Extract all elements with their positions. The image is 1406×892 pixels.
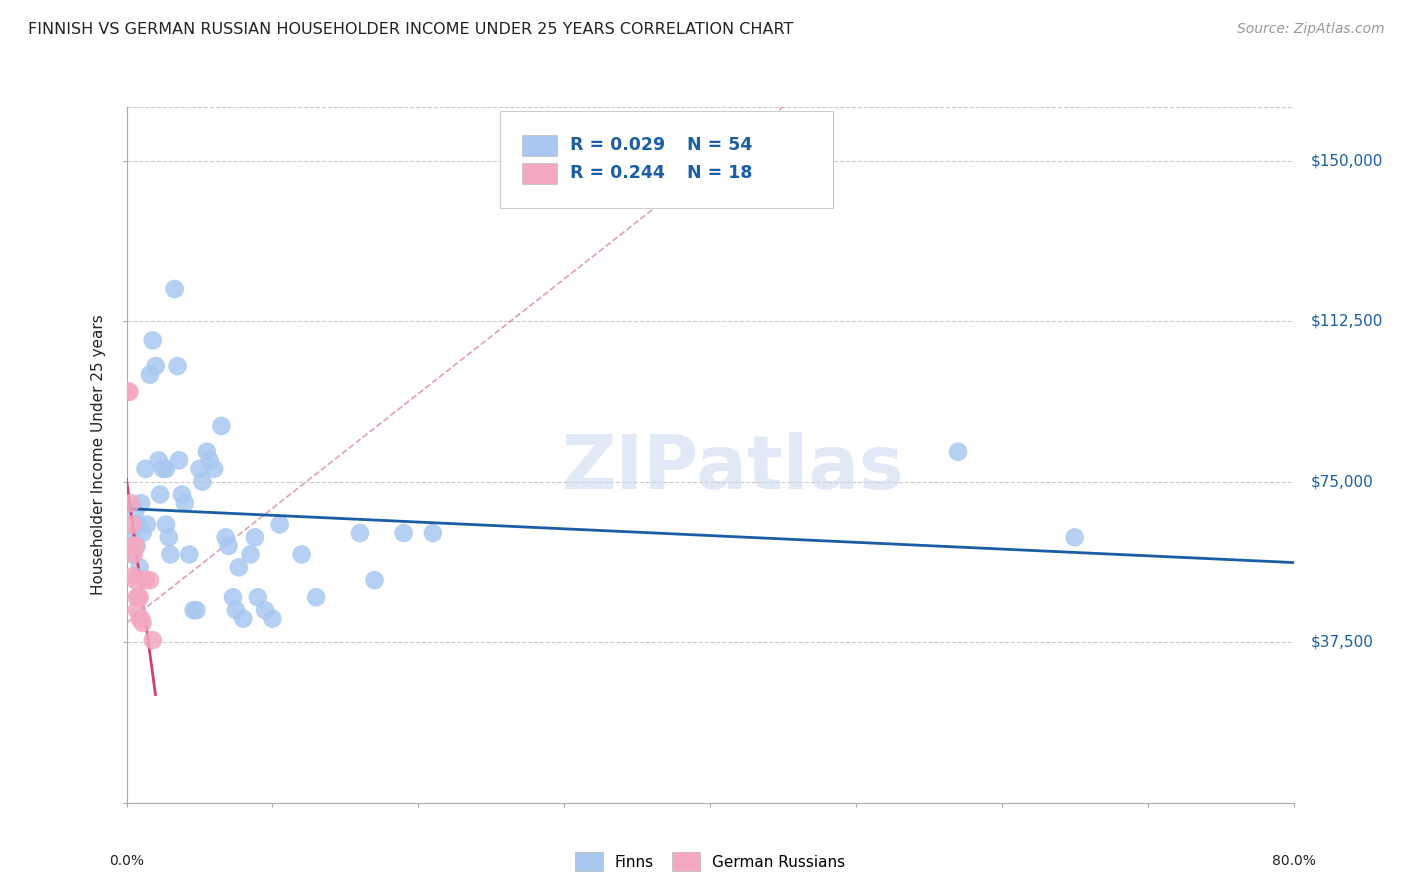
Point (131, 526, 153, 541)
Point (136, 517, 159, 532)
Point (142, 633, 165, 648)
Point (170, 487, 193, 501)
Point (228, 560, 250, 574)
Point (149, 487, 172, 501)
FancyBboxPatch shape (522, 135, 557, 156)
Point (121, 539, 143, 553)
Point (254, 603, 277, 617)
Text: FINNISH VS GERMAN RUSSIAN HOUSEHOLDER INCOME UNDER 25 YEARS CORRELATION CHART: FINNISH VS GERMAN RUSSIAN HOUSEHOLDER IN… (28, 22, 793, 37)
Point (159, 548, 181, 562)
Point (174, 496, 197, 510)
Point (179, 548, 201, 562)
Point (118, 384, 141, 399)
Text: 0.0%: 0.0% (110, 855, 143, 868)
Point (129, 496, 152, 510)
Point (124, 573, 146, 587)
Point (183, 603, 205, 617)
Point (191, 475, 214, 489)
Point (142, 334, 165, 348)
Y-axis label: Householder Income Under 25 years: Householder Income Under 25 years (91, 315, 107, 595)
Point (127, 517, 149, 532)
Point (121, 517, 143, 532)
Point (120, 530, 142, 544)
Point (186, 603, 208, 617)
Point (202, 462, 225, 476)
Text: R = 0.244: R = 0.244 (569, 164, 665, 182)
Point (134, 462, 156, 476)
Text: N = 18: N = 18 (686, 164, 752, 182)
Text: ZIPatlas: ZIPatlas (562, 433, 904, 506)
Text: $112,500: $112,500 (1310, 314, 1384, 328)
Point (243, 530, 266, 544)
Point (122, 548, 145, 562)
Point (166, 359, 188, 373)
Point (131, 615, 153, 630)
Point (145, 359, 167, 373)
Text: $150,000: $150,000 (1310, 153, 1384, 168)
Text: Source: ZipAtlas.com: Source: ZipAtlas.com (1237, 22, 1385, 37)
Point (218, 539, 240, 553)
Point (134, 573, 156, 587)
Point (124, 539, 146, 553)
Point (128, 612, 150, 626)
Legend: Finns, German Russians: Finns, German Russians (568, 845, 852, 879)
Point (129, 612, 152, 626)
Point (225, 603, 247, 617)
Text: N = 54: N = 54 (686, 136, 752, 154)
Point (290, 548, 312, 562)
Point (117, 384, 139, 399)
Point (128, 560, 150, 574)
Point (155, 462, 177, 476)
Text: R = 0.029: R = 0.029 (569, 136, 665, 154)
Point (167, 453, 190, 467)
Point (125, 539, 148, 553)
Point (125, 603, 148, 617)
Point (127, 591, 149, 605)
Text: 80.0%: 80.0% (1271, 855, 1316, 868)
Point (139, 368, 162, 382)
Point (198, 453, 221, 467)
Point (232, 612, 254, 626)
Point (246, 591, 269, 605)
Point (188, 462, 211, 476)
Text: $75,000: $75,000 (1310, 475, 1374, 489)
Point (262, 612, 284, 626)
Point (155, 517, 177, 532)
Point (422, 526, 444, 541)
Point (222, 591, 245, 605)
Point (215, 530, 238, 544)
Point (392, 526, 415, 541)
FancyBboxPatch shape (522, 162, 557, 184)
Text: $37,500: $37,500 (1310, 635, 1374, 649)
Point (121, 548, 143, 562)
Point (124, 505, 146, 519)
Point (363, 573, 385, 587)
Point (125, 591, 148, 605)
FancyBboxPatch shape (501, 111, 832, 208)
Point (946, 444, 969, 458)
Point (157, 530, 180, 544)
Point (269, 517, 291, 532)
Point (120, 496, 142, 510)
Point (122, 569, 145, 583)
Point (239, 548, 262, 562)
Point (152, 462, 174, 476)
Point (148, 453, 170, 467)
Point (305, 591, 328, 605)
Point (163, 282, 186, 296)
Point (139, 573, 162, 587)
Point (195, 444, 218, 458)
Point (128, 591, 150, 605)
Point (1063, 530, 1085, 544)
Point (349, 526, 371, 541)
Point (209, 419, 232, 434)
